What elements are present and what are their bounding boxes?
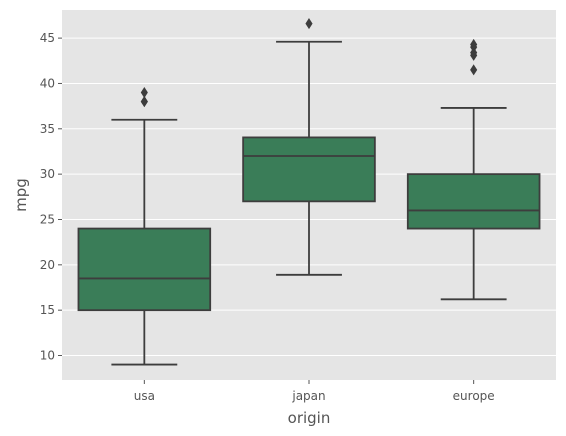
outlier-point — [140, 86, 148, 99]
y-tick-label: 35 — [40, 122, 55, 136]
y-axis-label: mpg — [12, 178, 30, 212]
x-tick-label: europe — [453, 389, 495, 403]
y-tick-label: 25 — [40, 212, 55, 226]
iqr-box — [406, 173, 541, 230]
y-tick-label: 45 — [40, 31, 55, 45]
box-europe — [406, 38, 541, 301]
x-axis-ticks: usa japan europe — [134, 380, 495, 403]
iqr-box — [77, 227, 212, 312]
y-tick-label: 10 — [40, 349, 55, 363]
y-axis-ticks: 10 15 20 25 30 35 40 45 — [40, 31, 62, 363]
outlier-point — [305, 18, 313, 30]
x-tick-label: japan — [291, 389, 325, 403]
outlier-point — [470, 38, 478, 51]
y-tick-label: 30 — [40, 167, 55, 181]
outlier-point — [140, 96, 148, 108]
y-tick-label: 40 — [40, 76, 55, 90]
x-tick-label: usa — [134, 389, 155, 403]
y-tick-label: 15 — [40, 303, 55, 317]
x-axis-label: origin — [288, 409, 331, 427]
boxes — [77, 18, 541, 366]
iqr-box — [242, 136, 376, 203]
y-tick-label: 20 — [40, 258, 55, 272]
box-japan — [242, 18, 376, 276]
outlier-point — [470, 64, 478, 76]
box-usa — [77, 86, 212, 366]
